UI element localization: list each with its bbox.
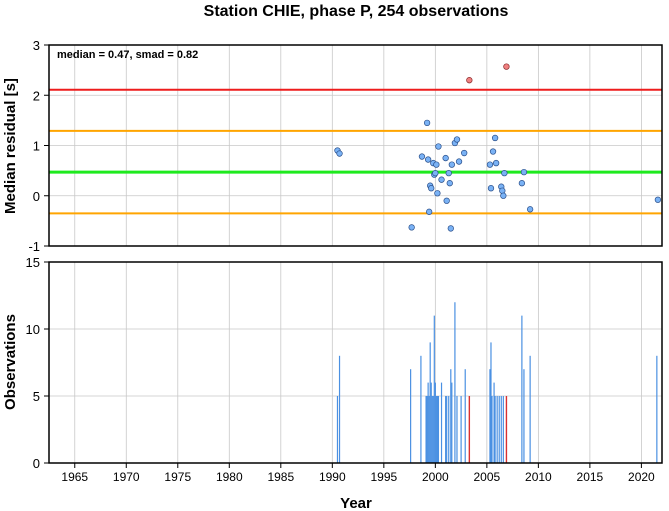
residual-point — [518, 180, 526, 187]
residual-point — [433, 161, 440, 168]
bottom-frame — [48, 261, 663, 464]
residual-point — [499, 187, 506, 194]
residual-points — [334, 63, 662, 232]
bottom-y-tick-label: 5 — [33, 389, 40, 404]
top-y-tick-label: 3 — [33, 38, 40, 53]
residual-point — [487, 185, 495, 192]
residual-point — [447, 225, 454, 232]
residual-point — [443, 197, 450, 204]
residual-point — [461, 149, 468, 157]
bottom-y-tick-label: 0 — [33, 456, 40, 471]
bottom-y-axis-label: Observations — [2, 314, 19, 410]
residual-point — [492, 159, 500, 167]
residual-point — [526, 206, 534, 213]
residual-point — [654, 196, 662, 203]
top-y-tick-label: 2 — [33, 88, 40, 103]
residual-point — [426, 208, 433, 215]
x-tick-label: 1975 — [164, 470, 191, 484]
residual-point — [453, 136, 461, 143]
x-tick-label: 1970 — [113, 470, 140, 484]
residual-point — [489, 148, 497, 155]
residual-point — [424, 156, 432, 163]
chart-title: Station CHIE, phase P, 254 observations — [204, 3, 509, 20]
observation-bars — [336, 302, 658, 463]
top-panel: -1 0 1 2 3 median = 0.47, smad = 0.82 Median… — [2, 38, 663, 254]
x-ticks: 1965 1970 1975 1980 1985 1990 1995 2000 2005 2010… — [61, 463, 655, 484]
bottom-panel: 0 5 10 15 1965 1970 1975 1980 1985 1990 1995 2000 2… — [2, 255, 663, 511]
residual-point — [446, 180, 453, 187]
top-y-tick-label: 0 — [33, 189, 40, 204]
x-tick-label: 2005 — [474, 470, 501, 484]
residual-point — [448, 161, 455, 168]
residual-point — [418, 153, 426, 160]
residual-point — [486, 161, 494, 168]
residual-point — [432, 169, 439, 177]
bottom-y-tick-label: 15 — [26, 255, 40, 270]
outlier-point — [466, 77, 473, 84]
x-tick-label: 2000 — [422, 470, 449, 484]
residual-point — [520, 168, 528, 176]
residual-point — [336, 150, 343, 157]
residual-point — [442, 154, 449, 162]
residual-point — [501, 169, 508, 177]
x-tick-label: 2010 — [525, 470, 552, 484]
stats-annotation: median = 0.47, smad = 0.82 — [57, 49, 198, 61]
residual-point — [423, 119, 431, 127]
bottom-y-tick-label: 10 — [26, 322, 40, 337]
residual-point — [500, 192, 507, 199]
residual-point — [455, 158, 463, 165]
outlier-point — [503, 63, 510, 70]
reference-lines — [49, 88, 662, 215]
x-tick-label: 2015 — [577, 470, 604, 484]
x-tick-label: 1965 — [61, 470, 88, 484]
x-tick-label: 2020 — [628, 470, 655, 484]
residual-point — [435, 143, 442, 150]
x-tick-label: 1980 — [216, 470, 243, 484]
residual-point — [408, 224, 415, 231]
top-y-axis-label: Median residual [s] — [2, 78, 19, 214]
x-axis-label: Year — [340, 495, 372, 511]
bottom-y-ticks: 0 5 10 15 — [26, 255, 49, 471]
residual-point — [491, 134, 499, 142]
residual-point — [428, 185, 435, 192]
x-tick-label: 1985 — [267, 470, 294, 484]
top-y-ticks: -1 0 1 2 3 — [28, 38, 49, 254]
x-tick-label: 1990 — [319, 470, 346, 484]
bottom-plot-area — [49, 262, 662, 463]
x-tick-label: 1995 — [370, 470, 397, 484]
top-y-tick-label: -1 — [28, 239, 40, 254]
residual-point — [434, 190, 441, 197]
residual-point — [438, 176, 445, 183]
top-y-tick-label: 1 — [33, 139, 40, 154]
residual-point — [445, 169, 452, 177]
